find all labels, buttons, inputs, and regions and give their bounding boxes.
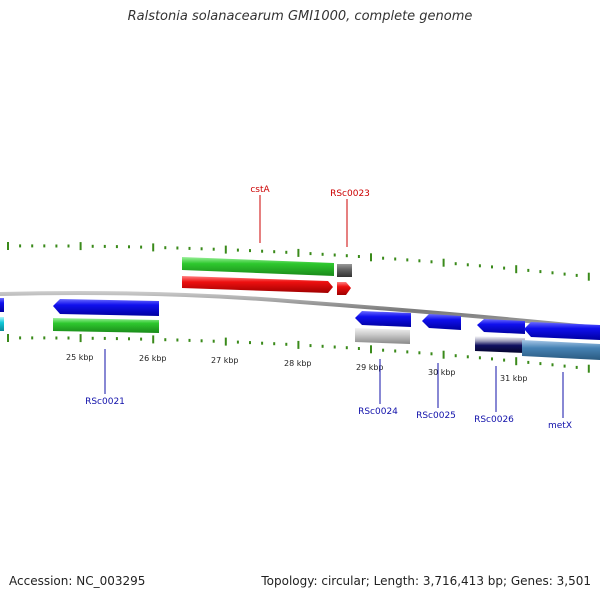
feature-metX-misc[interactable] bbox=[522, 340, 600, 360]
gene-label-rsc0021[interactable]: RSc0021 bbox=[85, 397, 125, 407]
gene-label-rsc0026[interactable]: RSc0026 bbox=[474, 415, 514, 425]
outer-tick-row bbox=[7, 242, 590, 281]
feature-rsc0026-misc[interactable] bbox=[475, 336, 525, 353]
feature-left-edge-cds[interactable] bbox=[0, 298, 4, 312]
gene-label-rsc0024[interactable]: RSc0024 bbox=[358, 407, 398, 417]
gene-label-rsc0023[interactable]: RSc0023 bbox=[330, 189, 370, 199]
scale-label-27kbp: 27 kbp bbox=[211, 356, 239, 365]
scale-label-29kbp: 29 kbp bbox=[356, 363, 384, 372]
scale-label-28kbp: 28 kbp bbox=[284, 359, 312, 368]
accession-label: Accession: NC_003295 bbox=[9, 574, 146, 588]
feature-rsc0024-cds[interactable] bbox=[355, 311, 411, 327]
feature-rsc0026-cds[interactable] bbox=[477, 319, 525, 334]
feature-rsc0024-misc[interactable] bbox=[355, 328, 410, 344]
genome-summary: Topology: circular; Length: 3,716,413 bp… bbox=[261, 574, 591, 588]
map-title: Ralstonia solanacearum GMI1000, complete… bbox=[127, 9, 473, 24]
scale-label-25kbp: 25 kbp bbox=[66, 353, 94, 362]
feature-rsc0025-cds[interactable] bbox=[422, 314, 461, 330]
gene-label-rsc0025[interactable]: RSc0025 bbox=[416, 411, 456, 421]
feature-rsc0023-gene[interactable] bbox=[337, 264, 352, 277]
scale-label-30kbp: 30 kbp bbox=[428, 368, 456, 377]
feature-rsc0021-cds[interactable] bbox=[53, 299, 159, 316]
gene-label-metX[interactable]: metX bbox=[548, 421, 572, 431]
scale-label-31kbp: 31 kbp bbox=[500, 374, 528, 383]
feature-cstA-cds[interactable] bbox=[182, 276, 333, 293]
gene-label-cstA[interactable]: cstA bbox=[250, 185, 270, 195]
feature-rsc0021-gene[interactable] bbox=[53, 318, 159, 333]
inner-tick-row bbox=[7, 334, 590, 373]
feature-cstA-gene[interactable] bbox=[182, 257, 334, 276]
genome-backbone bbox=[0, 291, 600, 330]
scale-label-26kbp: 26 kbp bbox=[139, 354, 167, 363]
feature-left-edge-misc[interactable] bbox=[0, 317, 4, 331]
feature-rsc0023-cds[interactable] bbox=[337, 282, 351, 295]
feature-metX-cds[interactable] bbox=[524, 322, 600, 340]
